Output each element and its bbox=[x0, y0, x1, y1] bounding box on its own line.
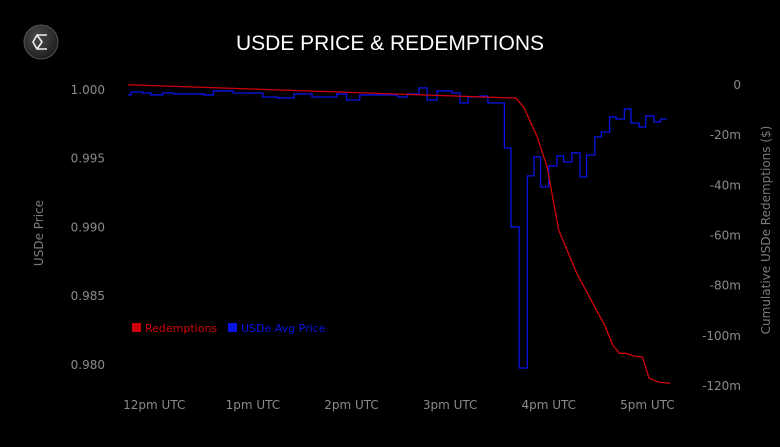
x-tick-label: 12pm UTC bbox=[123, 398, 185, 412]
x-tick-label: 5pm UTC bbox=[620, 398, 675, 412]
y-tick-label: 0.995 bbox=[71, 152, 105, 166]
x-tick-label: 1pm UTC bbox=[226, 398, 281, 412]
legend-swatch-usde-avg-price bbox=[228, 323, 237, 332]
y-tick-label: 0.985 bbox=[71, 289, 105, 303]
y2-tick-label: -20m bbox=[710, 128, 741, 142]
logo-icon bbox=[23, 24, 59, 60]
y2-tick-label: 0 bbox=[733, 78, 741, 92]
legend: Redemptions USDe Avg Price bbox=[132, 322, 326, 335]
x-tick-label: 2pm UTC bbox=[324, 398, 379, 412]
y2-tick-label: -40m bbox=[710, 178, 741, 192]
x-tick-label: 3pm UTC bbox=[423, 398, 478, 412]
y-tick-label: 1.000 bbox=[71, 83, 105, 97]
y-tick-label: 0.990 bbox=[71, 220, 105, 234]
x-tick-label: 4pm UTC bbox=[521, 398, 576, 412]
legend-swatch-redemptions bbox=[132, 323, 141, 332]
y2-axis-label: Cumulative USDe Redemptions ($) bbox=[759, 126, 773, 335]
y2-tick-label: -120m bbox=[702, 379, 741, 393]
legend-label-usde-avg-price: USDe Avg Price bbox=[241, 322, 326, 335]
y2-tick-label: -100m bbox=[702, 329, 741, 343]
chart-title: USDE PRICE & REDEMPTIONS bbox=[236, 32, 544, 55]
y2-tick-label: -80m bbox=[710, 279, 741, 293]
series-line-redemptions bbox=[127, 84, 671, 384]
y-axis-label: USDe Price bbox=[32, 200, 46, 266]
y-tick-label: 0.980 bbox=[71, 358, 105, 372]
y2-tick-label: -60m bbox=[710, 229, 741, 243]
legend-label-redemptions: Redemptions bbox=[145, 322, 217, 335]
